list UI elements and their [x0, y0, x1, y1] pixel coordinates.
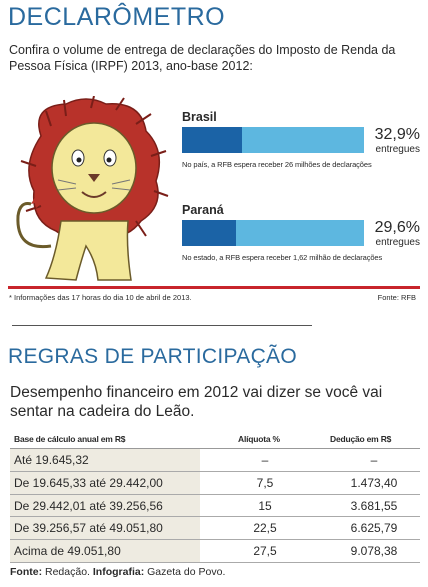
table-row: De 19.645,33 até 29.442,00 7,5 1.473,40: [10, 471, 420, 495]
chart-source: Fonte: RFB: [377, 293, 416, 302]
cell-base: De 19.645,33 até 29.442,00: [10, 471, 200, 494]
section-title: REGRAS DE PARTICIPAÇÃO: [8, 345, 297, 368]
table-row: De 39.256,57 até 49.051,80 22,5 6.625,79: [10, 517, 420, 541]
bar-unit-label: entregues: [375, 144, 420, 155]
cell-rate: 27,5: [253, 544, 277, 559]
table-header: Base de cálculo anual em R$ Alíquota % D…: [10, 432, 420, 449]
bar-fill: [182, 220, 236, 246]
tax-table: Base de cálculo anual em R$ Alíquota % D…: [10, 432, 420, 563]
footnote: * Informações das 17 horas do dia 10 de …: [9, 293, 192, 302]
cell-deduction: 1.473,40: [350, 475, 398, 490]
cell-base: De 39.256,57 até 49.051,80: [10, 517, 200, 540]
cell-base: De 29.442,01 até 39.256,56: [10, 494, 200, 517]
footer-source: Redação.: [45, 566, 90, 578]
table-row: De 29.442,01 até 39.256,56 15 3.681,55: [10, 494, 420, 518]
bar-label: Paraná: [182, 203, 224, 217]
intro-text: Confira o volume de entrega de declaraçõ…: [9, 43, 396, 73]
cell-rate: 22,5: [253, 521, 277, 536]
bar-label: Brasil: [182, 110, 217, 124]
red-divider: [8, 286, 420, 289]
cell-base: Até 19.645,32: [10, 449, 200, 471]
footer-infographic-label: Infografia:: [92, 566, 145, 578]
table-row: Acima de 49.051,80 27,5 9.078,38: [10, 540, 420, 563]
cell-deduction: 3.681,55: [350, 498, 398, 513]
bar-value-label: 32,9%: [374, 126, 420, 143]
bar-track: [182, 127, 364, 153]
cell-rate: 7,5: [256, 475, 274, 490]
bar-fill: [182, 127, 242, 153]
footer-source-label: Fonte:: [10, 566, 43, 578]
cell-deduction: 6.625,79: [350, 521, 398, 536]
section-divider: [12, 325, 312, 326]
section-subtitle: Desempenho financeiro em 2012 vai dizer …: [10, 384, 383, 420]
header-rate: Alíquota %: [238, 434, 280, 444]
lion-illustration: [16, 96, 169, 281]
cell-rate: 15: [258, 498, 272, 513]
bar-note: No estado, a RFB espera receber 1,62 mil…: [182, 253, 383, 262]
bar-track: [182, 220, 364, 246]
page-title: DECLARÔMETRO: [8, 3, 226, 31]
bar-unit-label: entregues: [375, 237, 420, 248]
bar-note: No país, a RFB espera receber 26 milhões…: [182, 160, 372, 169]
footer-credits: Fonte: Redação. Infografia: Gazeta do Po…: [10, 566, 225, 578]
bar-group-parana: Paraná 29,6% entregues No estado, a RFB …: [182, 203, 420, 262]
cell-base: Acima de 49.051,80: [10, 540, 200, 562]
cell-deduction: 9.078,38: [350, 544, 398, 559]
header-base: Base de cálculo anual em R$: [14, 434, 126, 444]
bar-group-brasil: Brasil 32,9% entregues No país, a RFB es…: [182, 110, 420, 169]
table-row: Até 19.645,32 – –: [10, 449, 420, 472]
bar-value-label: 29,6%: [374, 219, 420, 236]
cell-deduction: –: [370, 453, 378, 467]
cell-rate: –: [261, 453, 269, 467]
header-deduction: Dedução em R$: [330, 434, 392, 444]
footer-infographic: Gazeta do Povo.: [147, 566, 226, 578]
